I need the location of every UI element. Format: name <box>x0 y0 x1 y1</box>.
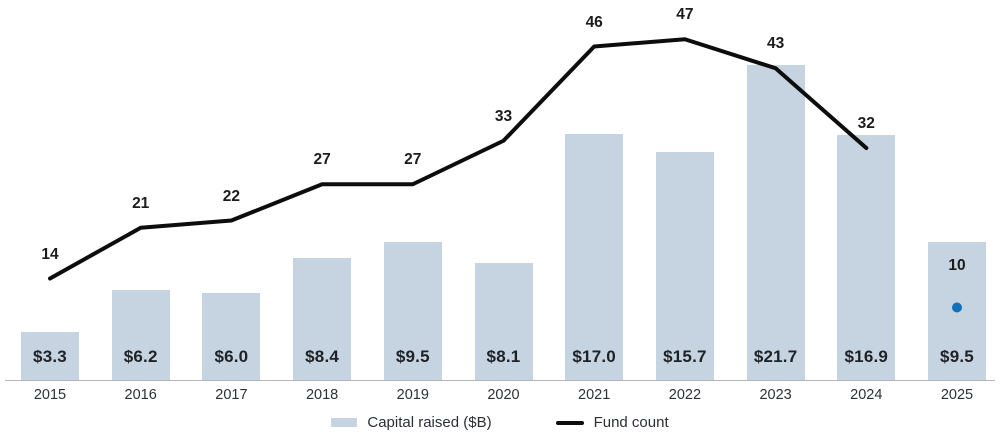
bar-2015 <box>21 332 79 380</box>
fund-count-label-2016: 21 <box>132 194 150 212</box>
x-tick-2018: 2018 <box>305 387 339 403</box>
fund-count-label-2022: 47 <box>676 6 694 24</box>
x-tick-2016: 2016 <box>124 387 157 403</box>
bar-value-label-2017: $6.0 <box>214 347 249 366</box>
bar-value-label-2025: $9.5 <box>940 347 974 366</box>
bar-value-label-2016: $6.2 <box>123 347 158 366</box>
bar-2017 <box>202 293 261 380</box>
bar-2016 <box>111 290 170 380</box>
bar-value-label-2015: $3.3 <box>33 347 67 366</box>
legend-item-fund-count: Fund count <box>555 414 669 431</box>
x-tick-2024: 2024 <box>850 387 883 403</box>
fund-count-label-2024: 32 <box>857 115 875 132</box>
fund-count-label-2019: 27 <box>404 151 422 169</box>
legend-item-capital-raised: Capital raised ($B) <box>331 414 492 431</box>
fund-count-label-2025: 10 <box>948 256 966 274</box>
bar-value-label-2018: $8.4 <box>305 347 340 366</box>
x-tick-2022: 2022 <box>668 387 702 403</box>
bar-value-label-2022: $15.7 <box>663 347 707 366</box>
x-tick-2023: 2023 <box>759 387 792 403</box>
bar-value-label-2024: $16.9 <box>844 347 889 366</box>
x-axis-line <box>5 380 995 381</box>
fund-count-label-2021: 46 <box>585 13 603 31</box>
legend-label-capital-raised: Capital raised ($B) <box>367 414 492 431</box>
bar-value-label-2019: $9.5 <box>395 347 430 366</box>
line-swatch-icon <box>555 420 584 425</box>
x-tick-2025: 2025 <box>940 387 974 403</box>
x-tick-2019: 2019 <box>396 387 429 403</box>
chart-legend: Capital raised ($B) Fund count <box>0 414 1000 431</box>
x-tick-2021: 2021 <box>578 387 611 403</box>
fund-count-label-2020: 33 <box>494 107 513 125</box>
bar-value-label-2020: $8.1 <box>486 347 521 366</box>
fund-count-label-2018: 27 <box>313 151 331 169</box>
legend-label-fund-count: Fund count <box>593 414 669 431</box>
x-tick-2020: 2020 <box>487 387 520 403</box>
fund-count-label-2017: 22 <box>222 187 241 205</box>
fund-count-label-2023: 43 <box>766 35 785 53</box>
fund-count-label-2015: 14 <box>41 245 59 263</box>
bar-value-label-2023: $21.7 <box>753 347 798 366</box>
bar-swatch-icon <box>331 418 358 427</box>
bar-value-label-2021: $17.0 <box>572 347 616 366</box>
x-tick-2015: 2015 <box>33 387 67 403</box>
x-tick-2017: 2017 <box>215 387 248 403</box>
bar-2020 <box>474 262 533 380</box>
